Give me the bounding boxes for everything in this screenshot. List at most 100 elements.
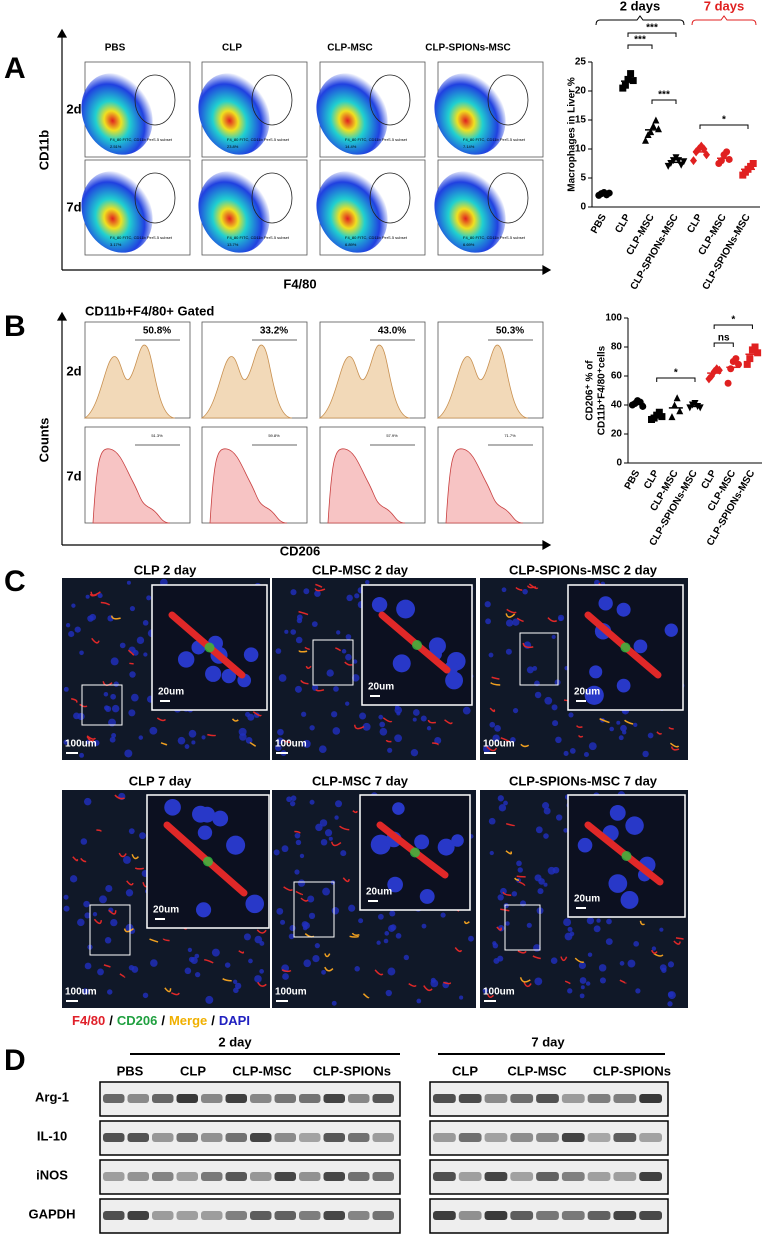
band	[613, 1172, 636, 1181]
nucleus	[538, 878, 545, 885]
nucleus	[143, 993, 148, 998]
scale-bar	[370, 695, 380, 697]
legend-item: Merge	[169, 1013, 207, 1028]
nucleus	[111, 733, 116, 738]
image-title: CLP-MSC 7 day	[312, 773, 409, 788]
nucleus	[300, 854, 304, 858]
nucleus	[195, 972, 200, 977]
nucleus	[617, 603, 631, 617]
nucleus	[254, 975, 262, 983]
gate-percent: 13.7%	[227, 242, 239, 247]
nucleus	[225, 962, 231, 968]
band	[201, 1172, 223, 1181]
band	[485, 1133, 508, 1142]
band	[373, 1172, 395, 1181]
gate-percent: 71.7%	[504, 433, 516, 438]
nucleus	[610, 805, 626, 821]
nucleus	[617, 679, 631, 693]
gate-percent: 6.69%	[463, 242, 475, 247]
nucleus	[295, 833, 301, 839]
nucleus	[431, 978, 436, 983]
nucleus	[642, 751, 648, 757]
nucleus	[185, 968, 192, 975]
band	[226, 1172, 248, 1181]
nucleus	[633, 941, 639, 947]
nucleus	[123, 856, 131, 864]
group-bracket	[692, 16, 756, 25]
legend-separator: /	[211, 1013, 215, 1028]
nucleus	[354, 593, 359, 598]
nucleus	[556, 814, 562, 820]
nucleus	[358, 918, 363, 923]
nucleus	[97, 969, 104, 976]
group-label: 2 days	[620, 0, 660, 13]
band	[226, 1211, 248, 1220]
image-title: CLP-SPIONs-MSC 7 day	[509, 773, 658, 788]
band	[250, 1133, 272, 1142]
gate-label: F4_80 FITC, CD11b PerS.5 subset	[110, 235, 173, 240]
band	[177, 1172, 199, 1181]
nucleus	[259, 969, 264, 974]
band	[588, 1094, 611, 1103]
nucleus	[315, 943, 320, 948]
nucleus	[527, 923, 532, 928]
nucleus	[634, 640, 648, 654]
row-label: 7d	[66, 468, 81, 483]
nucleus	[79, 650, 84, 655]
nucleus	[568, 712, 573, 717]
scale-label: 20um	[153, 905, 179, 916]
x-tick-label: PBS	[623, 468, 643, 492]
nucleus	[233, 980, 237, 984]
nucleus	[289, 925, 295, 931]
nucleus	[387, 748, 392, 753]
data-point	[652, 117, 659, 124]
nucleus	[131, 694, 139, 702]
nucleus	[633, 723, 637, 727]
nucleus	[297, 618, 302, 623]
nucleus	[127, 581, 131, 585]
nucleus	[581, 985, 585, 989]
nucleus	[150, 959, 158, 967]
nucleus	[296, 637, 303, 644]
nucleus	[129, 828, 135, 834]
axis-label: Counts	[36, 418, 51, 463]
band	[324, 1094, 346, 1103]
nucleus	[552, 704, 558, 710]
nucleus	[596, 918, 600, 922]
column-label: CLP-SPIONs-MSC	[425, 43, 511, 54]
nucleus	[120, 643, 126, 649]
nucleus	[599, 596, 613, 610]
gate-percent: 50.3%	[496, 326, 524, 337]
nucleus	[314, 590, 321, 597]
nucleus	[536, 826, 543, 833]
significance-label: ***	[658, 90, 670, 101]
nucleus	[396, 600, 415, 619]
gate-percent: 3.17%	[110, 242, 122, 247]
band	[588, 1211, 611, 1220]
nucleus	[71, 603, 75, 607]
column-label: PBS	[105, 43, 126, 54]
band	[128, 1172, 150, 1181]
nucleus	[544, 697, 552, 705]
nucleus	[245, 895, 264, 914]
nucleus	[296, 840, 301, 845]
nucleus	[321, 839, 328, 846]
nucleus	[104, 705, 109, 710]
nucleus	[244, 647, 259, 662]
band	[373, 1094, 395, 1103]
significance-label: ***	[646, 23, 658, 34]
nucleus	[563, 828, 568, 833]
nucleus	[301, 712, 306, 717]
nucleus	[609, 727, 614, 732]
data-point	[727, 365, 734, 372]
band	[639, 1133, 662, 1142]
scale-label: 100um	[483, 987, 515, 998]
nucleus	[537, 888, 543, 894]
gate-label: F4_80 FITC, CD11b PerS.5 subset	[463, 137, 526, 142]
nucleus	[146, 595, 151, 600]
band	[152, 1211, 174, 1220]
nucleus	[196, 902, 211, 917]
x-tick-label: CLP	[613, 212, 633, 235]
image-title: CLP-SPIONs-MSC 2 day	[509, 562, 658, 577]
legend-item: F4/80	[72, 1013, 105, 1028]
